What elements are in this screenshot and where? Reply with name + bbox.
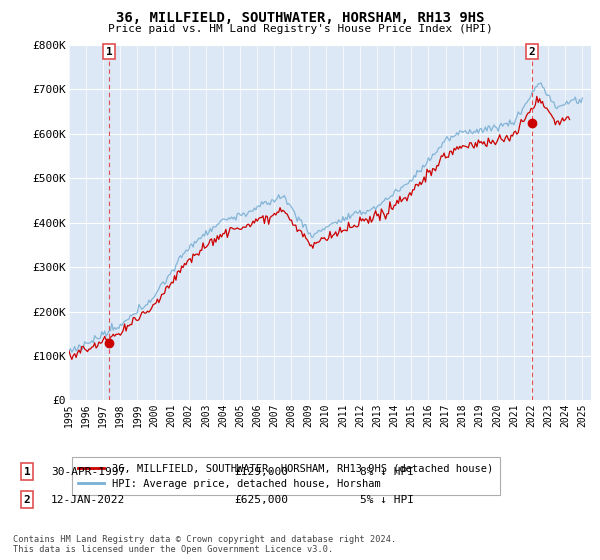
Text: £129,000: £129,000 [234, 466, 288, 477]
Text: 8% ↓ HPI: 8% ↓ HPI [360, 466, 414, 477]
Text: 2: 2 [529, 46, 535, 57]
Text: Price paid vs. HM Land Registry's House Price Index (HPI): Price paid vs. HM Land Registry's House … [107, 24, 493, 34]
Text: £625,000: £625,000 [234, 494, 288, 505]
Legend: 36, MILLFIELD, SOUTHWATER, HORSHAM, RH13 9HS (detached house), HPI: Average pric: 36, MILLFIELD, SOUTHWATER, HORSHAM, RH13… [71, 457, 500, 495]
Text: 2: 2 [23, 494, 31, 505]
Text: 36, MILLFIELD, SOUTHWATER, HORSHAM, RH13 9HS: 36, MILLFIELD, SOUTHWATER, HORSHAM, RH13… [116, 11, 484, 25]
Text: Contains HM Land Registry data © Crown copyright and database right 2024.
This d: Contains HM Land Registry data © Crown c… [13, 535, 397, 554]
Text: 12-JAN-2022: 12-JAN-2022 [51, 494, 125, 505]
Text: 1: 1 [23, 466, 31, 477]
Text: 1: 1 [106, 46, 112, 57]
Text: 30-APR-1997: 30-APR-1997 [51, 466, 125, 477]
Text: 5% ↓ HPI: 5% ↓ HPI [360, 494, 414, 505]
